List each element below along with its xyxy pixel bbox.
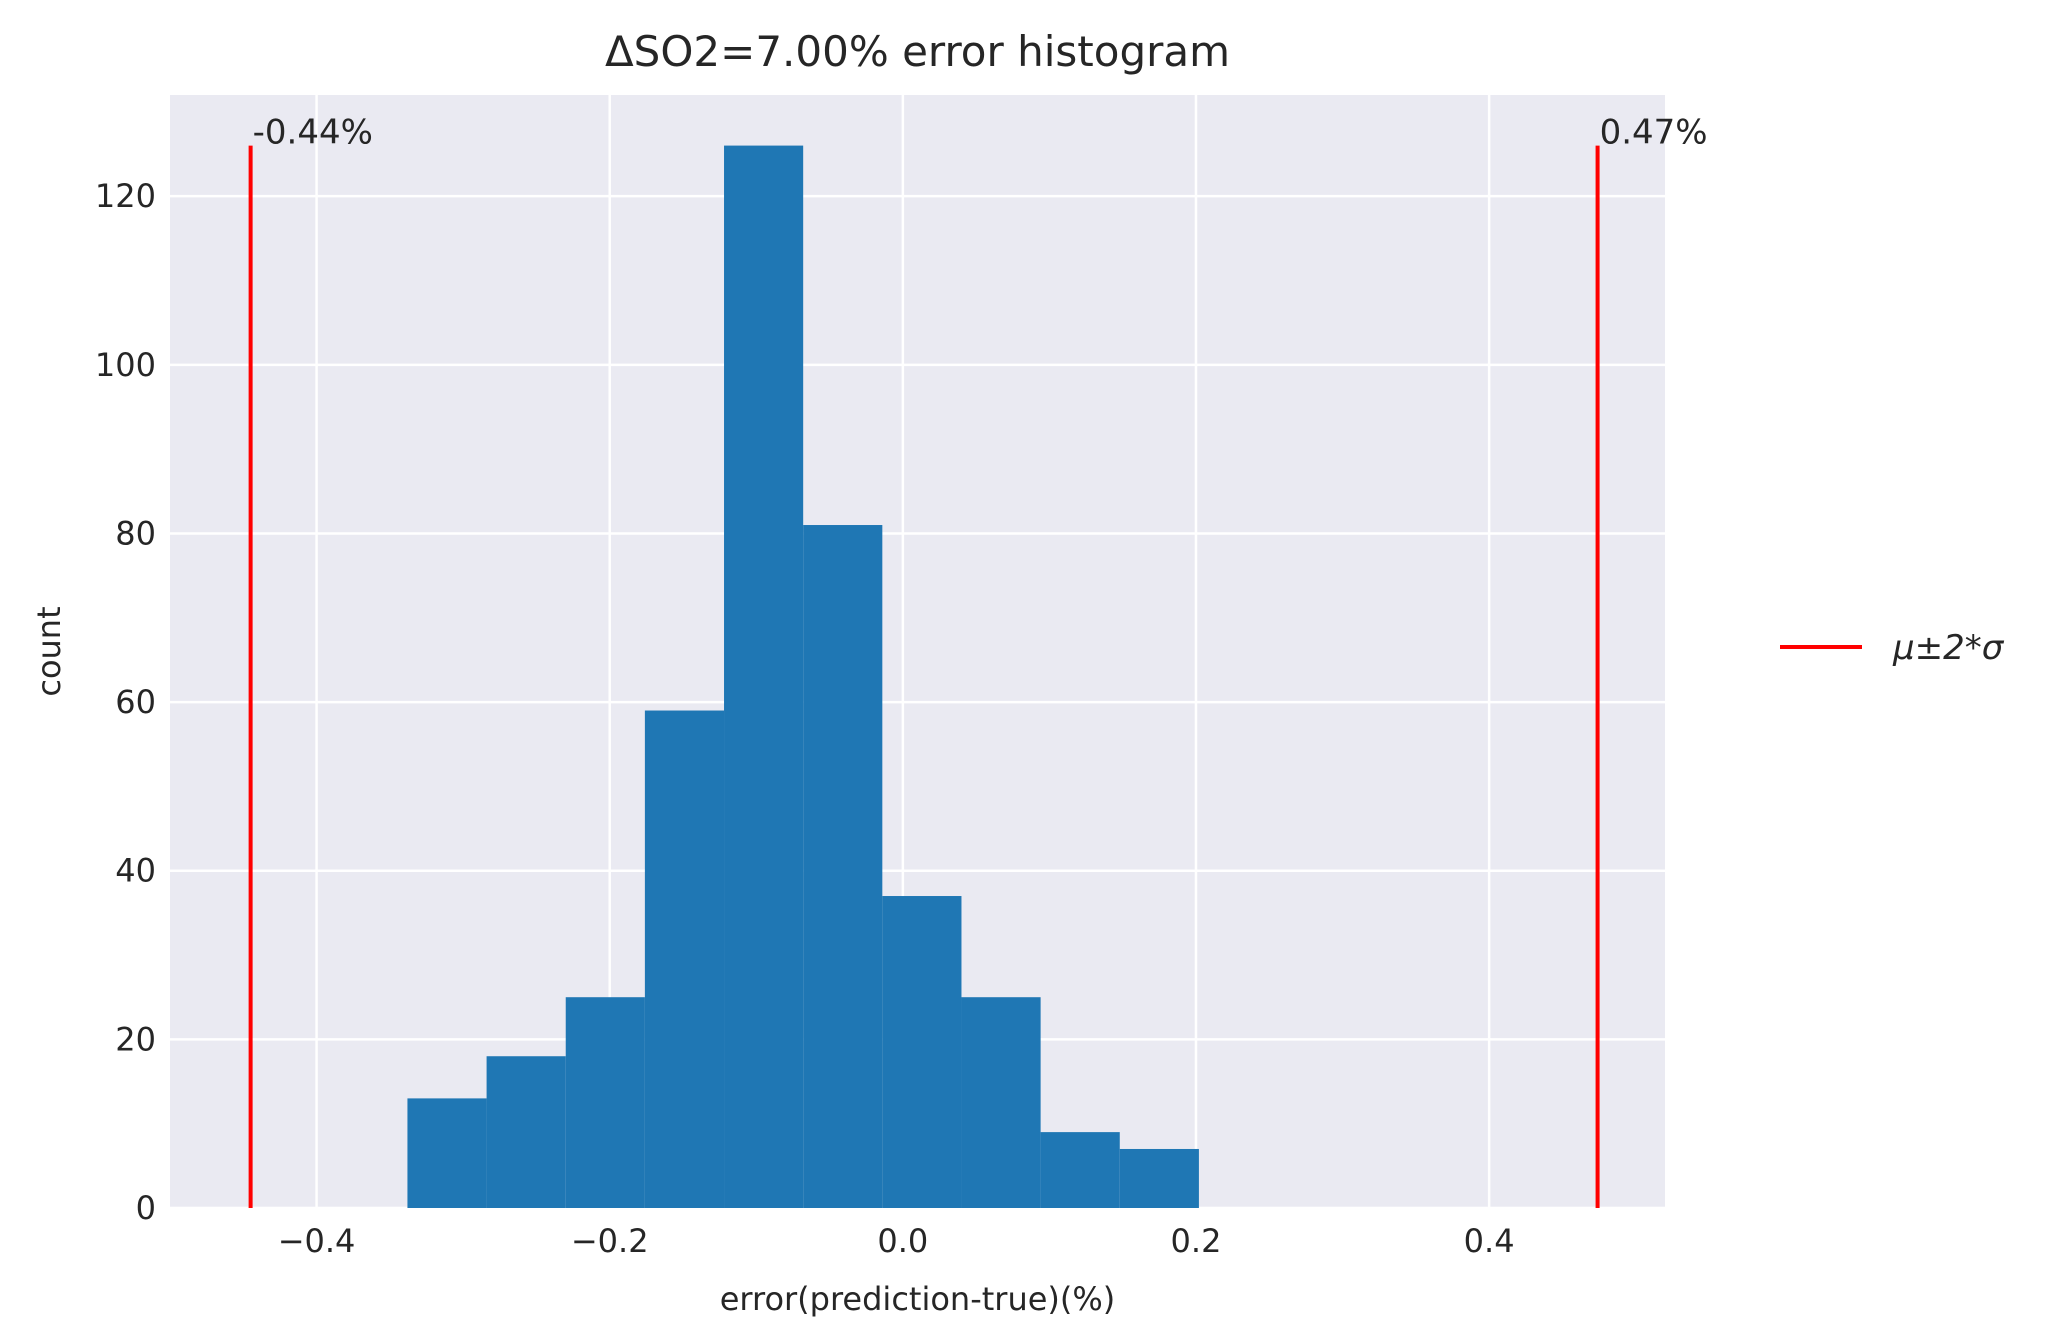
x-tick-label: −0.4 bbox=[278, 1222, 356, 1260]
histogram-bar bbox=[724, 145, 804, 1208]
histogram-bar bbox=[1040, 1132, 1120, 1208]
histogram-bar bbox=[407, 1098, 487, 1208]
y-tick-label: 60 bbox=[115, 683, 156, 721]
sigma-line-label: -0.44% bbox=[253, 113, 373, 153]
x-tick-label: −0.2 bbox=[571, 1222, 649, 1260]
y-tick-label: 120 bbox=[95, 177, 156, 215]
sigma-line-label: 0.47% bbox=[1600, 113, 1708, 153]
y-tick-label: 20 bbox=[115, 1020, 156, 1058]
x-tick-label: 0.2 bbox=[1171, 1222, 1222, 1260]
x-axis-title: error(prediction-true)(%) bbox=[720, 1280, 1116, 1318]
histogram-bar bbox=[961, 997, 1041, 1208]
x-tick-label: 0.4 bbox=[1464, 1222, 1515, 1260]
x-tick-label: 0.0 bbox=[877, 1222, 928, 1260]
y-tick-label: 40 bbox=[115, 852, 156, 890]
histogram-bar bbox=[803, 525, 883, 1208]
histogram-bar bbox=[1119, 1148, 1199, 1208]
histogram-bar bbox=[882, 896, 962, 1208]
histogram-bar bbox=[486, 1056, 566, 1208]
y-tick-label: 80 bbox=[115, 514, 156, 552]
y-tick-label: 100 bbox=[95, 346, 156, 384]
chart-title: ΔSO2=7.00% error histogram bbox=[605, 27, 1230, 76]
histogram-bar bbox=[565, 997, 645, 1208]
histogram-bar bbox=[644, 710, 725, 1208]
y-axis-title: count bbox=[30, 606, 68, 696]
y-tick-label: 0 bbox=[136, 1189, 156, 1227]
legend-label: μ±2*σ bbox=[1892, 628, 2005, 668]
